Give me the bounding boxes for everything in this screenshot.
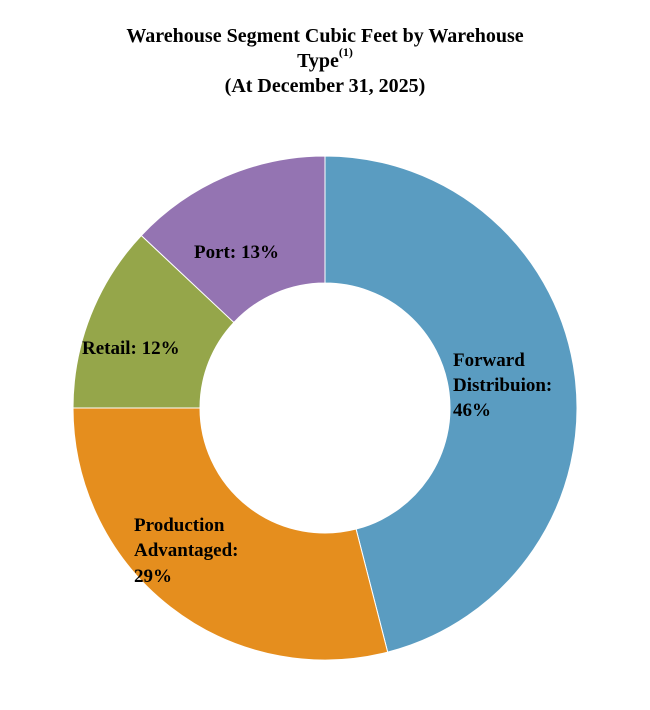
chart-title-line1: Warehouse Segment Cubic Feet by Warehous… — [126, 25, 524, 47]
slice-labels: Forward Distribuion: 46% Production Adva… — [82, 242, 557, 587]
label-retail: Retail: 12% — [82, 338, 180, 359]
label-production-line3: 29% — [134, 566, 172, 587]
label-port: Port: 13% — [194, 242, 279, 263]
slice-forward-distribuion — [324, 155, 578, 653]
donut-slices — [72, 155, 578, 661]
label-production-line1: Production — [134, 515, 225, 536]
label-forward-line2: Distribuion: — [453, 375, 552, 396]
chart-subtitle: (At December 31, 2025) — [224, 75, 426, 97]
label-production-advantaged: Production Advantaged: 29% — [134, 515, 243, 587]
label-forward-line1: Forward — [453, 350, 525, 371]
chart-title-type: Type — [297, 50, 339, 72]
label-forward-line3: 46% — [453, 400, 491, 421]
chart-title: Warehouse Segment Cubic Feet by Warehous… — [0, 24, 650, 99]
label-forward-distribution: Forward Distribuion: 46% — [453, 350, 557, 421]
slice-port — [140, 155, 326, 324]
chart-title-footnote: (1) — [338, 45, 353, 60]
chart-title-line2: Type(1) — [0, 46, 650, 74]
label-production-line2: Advantaged: — [134, 540, 239, 561]
slice-production-advantaged — [72, 407, 389, 661]
